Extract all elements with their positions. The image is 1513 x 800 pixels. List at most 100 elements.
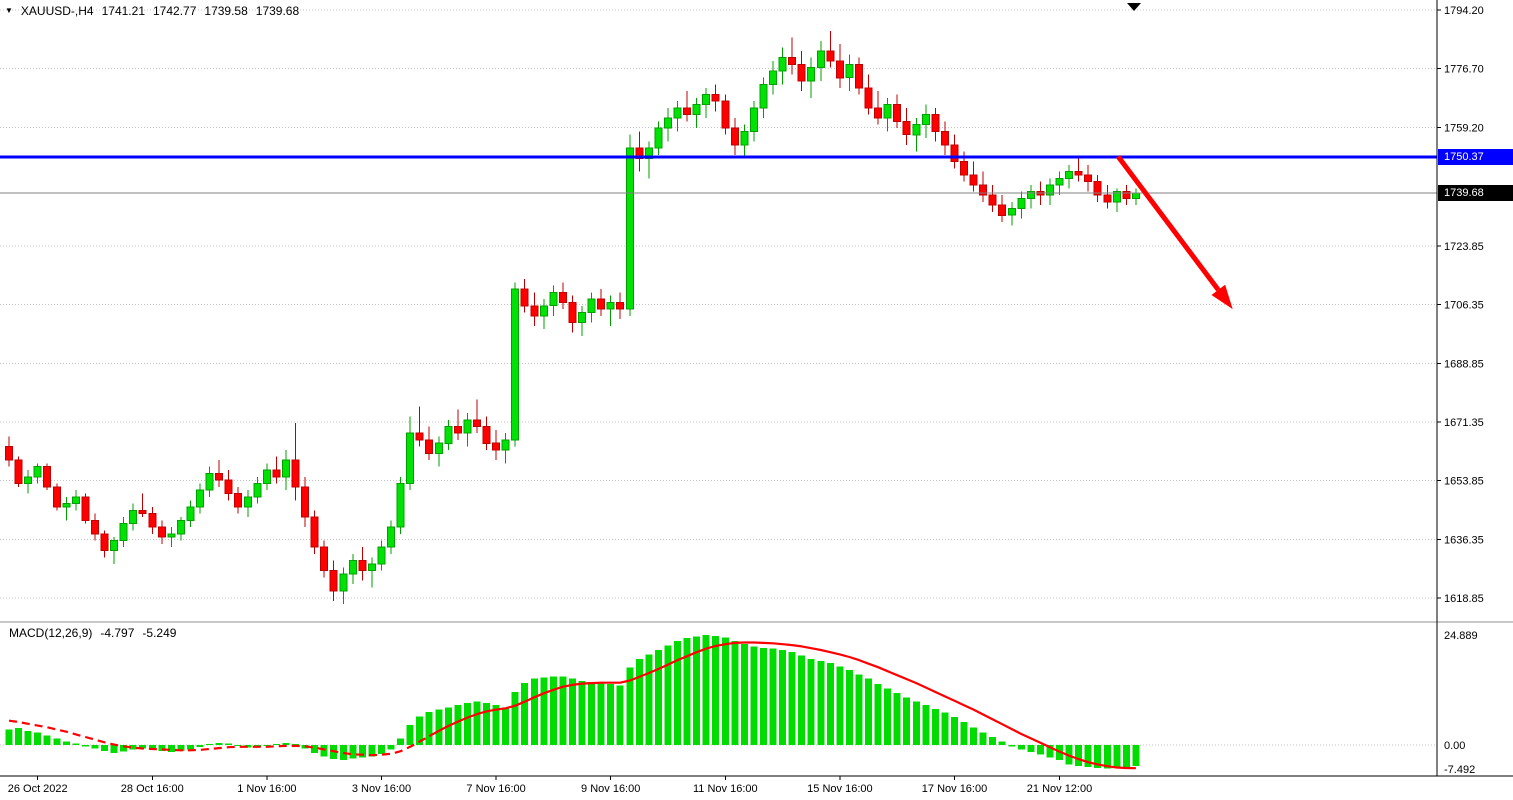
candle-body: [100, 533, 109, 552]
candle-body: [291, 459, 300, 488]
macd-bar: [683, 638, 691, 745]
candle-body: [62, 503, 71, 508]
macd-bar: [1075, 745, 1083, 767]
macd-bar: [43, 735, 51, 745]
macd-bar: [578, 680, 586, 745]
macd-readout: MACD(12,26,9) -4.797 -5.249: [9, 626, 176, 640]
price-tick-label: 1723.85: [1444, 241, 1484, 253]
macd-bar: [72, 743, 80, 745]
macd-bar: [989, 737, 997, 745]
candle-body: [940, 130, 949, 146]
price-tick-label: 1794.20: [1444, 5, 1484, 17]
time-tick-label: 9 Nov 16:00: [581, 783, 640, 795]
macd-bar: [196, 745, 204, 748]
candle-body: [406, 432, 415, 485]
macd-bar: [807, 658, 815, 745]
time-tick-label: 28 Oct 16:00: [121, 783, 184, 795]
close-value: 1739.68: [255, 4, 300, 18]
macd-bar: [1122, 745, 1130, 768]
macd-bar: [15, 728, 23, 745]
main-plot-area[interactable]: [0, 0, 1437, 622]
candle-body: [196, 489, 204, 508]
candle-body: [387, 526, 395, 548]
high-value: 1742.77: [153, 4, 197, 18]
macd-bar: [368, 745, 376, 757]
macd-tick-label: -7.492: [1444, 764, 1475, 776]
macd-bar: [320, 745, 328, 757]
symbol-marker-icon: ▼: [5, 6, 13, 15]
macd-bar: [416, 716, 424, 745]
macd-bar: [750, 646, 758, 745]
macd-bar: [206, 744, 214, 746]
candle-body: [110, 540, 119, 552]
macd-bar: [760, 647, 767, 745]
chart-shift-marker[interactable]: [1127, 3, 1141, 11]
macd-bar: [244, 745, 252, 748]
macd-bar: [836, 666, 844, 745]
macd-bar: [435, 709, 443, 745]
macd-bar: [903, 697, 911, 745]
price-tick-label: 1706.35: [1444, 300, 1484, 312]
macd-bar: [62, 741, 70, 745]
candle-body: [272, 469, 281, 478]
time-tick-label: 1 Nov 16:00: [237, 783, 296, 795]
macd-bar: [292, 744, 299, 746]
macd-tick-label: 0.00: [1444, 740, 1465, 752]
candle-body: [1103, 194, 1112, 203]
macd-bar: [712, 635, 720, 745]
macd-bar: [951, 717, 958, 745]
symbol-label: XAUUSD-,H4: [20, 4, 94, 18]
candle-body: [224, 479, 233, 495]
macd-bar: [626, 667, 634, 746]
candle-body: [740, 130, 749, 146]
candle-body: [902, 120, 911, 136]
candle-body: [807, 67, 816, 82]
candle-body: [568, 301, 577, 323]
macd-bar: [492, 705, 500, 745]
candle-body: [119, 523, 128, 542]
candle-body: [1131, 192, 1140, 200]
candles-layer[interactable]: [5, 30, 1140, 605]
time-tick-label: 3 Nov 16:00: [352, 783, 411, 795]
macd-bar: [912, 701, 920, 745]
candle-body: [434, 442, 443, 454]
candle-body: [558, 291, 567, 303]
candle-body: [921, 114, 930, 126]
macd-bar: [358, 745, 366, 758]
price-tick-label: 1759.20: [1444, 122, 1484, 134]
macd-bar: [110, 745, 118, 753]
macd-bar: [1094, 745, 1102, 768]
candle-body: [893, 104, 902, 122]
candle-body: [24, 476, 33, 484]
macd-bar: [1008, 745, 1016, 747]
candle-body: [969, 174, 978, 186]
candle-body: [883, 104, 892, 119]
trend-arrow[interactable]: [1116, 154, 1233, 310]
macd-bar: [378, 745, 385, 754]
macd-bar: [569, 678, 576, 745]
macd-bar: [234, 745, 242, 746]
macd-bar: [654, 650, 662, 745]
candle-body: [845, 63, 854, 79]
macd-bar: [616, 685, 624, 745]
candle-body: [797, 63, 806, 82]
candle-body: [186, 506, 195, 521]
macd-bar: [798, 655, 806, 745]
candle-body: [664, 117, 672, 129]
macd-bar: [1103, 745, 1111, 769]
candle-body: [1084, 174, 1093, 183]
price-badge-current: 1739.68: [1438, 184, 1513, 201]
macd-bar: [607, 684, 615, 745]
macd-bar: [5, 729, 13, 745]
macd-bar: [874, 684, 882, 745]
macd-bar: [1084, 745, 1092, 768]
price-tick-label: 1636.35: [1444, 534, 1484, 546]
macd-bar: [769, 648, 777, 745]
candle-body: [167, 533, 176, 538]
macd-bar: [674, 641, 681, 745]
candle-body: [835, 60, 844, 79]
candle-body: [1046, 184, 1054, 196]
time-axis[interactable]: 26 Oct 2022 28 Oct 16:00 1 Nov 16:00 3 Nov …: [8, 776, 1092, 795]
macd-histogram: [5, 635, 1140, 769]
